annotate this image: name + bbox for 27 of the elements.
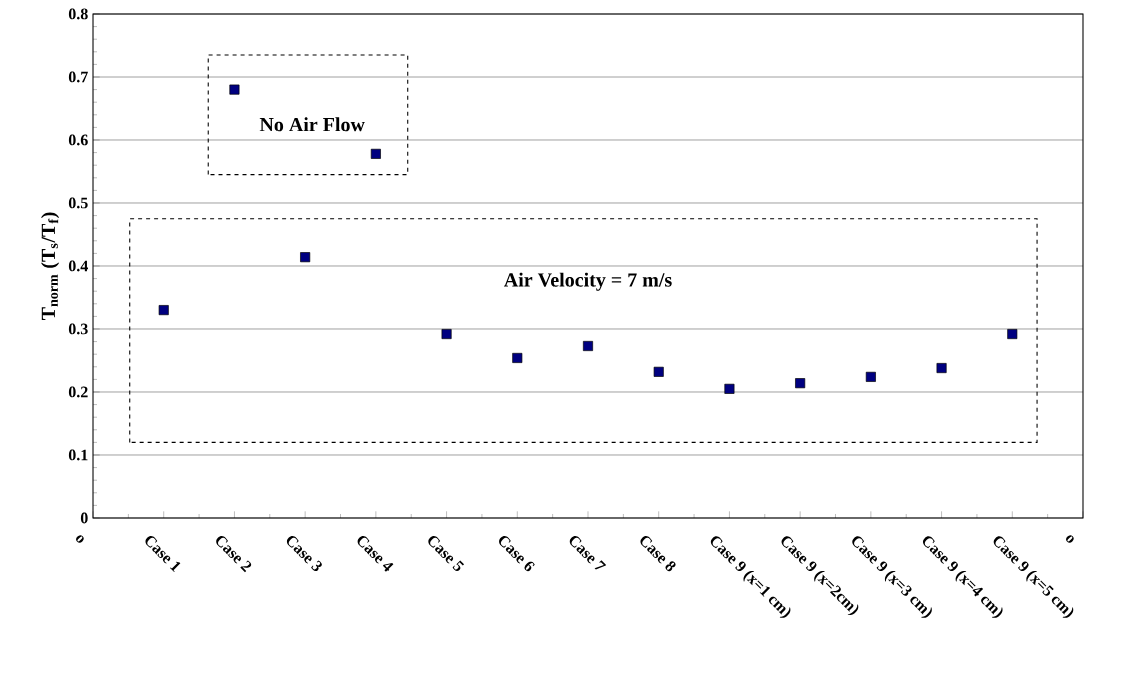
y-tick-label: 0.3 [68, 323, 88, 335]
point [229, 84, 240, 95]
x-tick-label: o [1066, 535, 1074, 543]
point [441, 329, 452, 340]
point [512, 352, 523, 363]
point [865, 371, 876, 382]
y-tick-label: 0 [80, 512, 88, 524]
y-axis-title: T$_{norm}$ (T$_{s}$/T$_{f}$) [41, 212, 60, 321]
point [370, 148, 381, 159]
y-tick-label: 0.4 [68, 260, 88, 272]
point [1007, 329, 1018, 340]
annotation: No Air Flow [259, 117, 365, 132]
x-tick-label: o [76, 535, 84, 543]
y-tick-label: 0.6 [68, 134, 88, 146]
point [583, 341, 594, 352]
y-tick-label: 0.7 [68, 71, 88, 83]
y-tick-label: 0.5 [68, 197, 88, 209]
y-tick-label: 0.1 [68, 449, 88, 461]
y-tick-label: 0.8 [68, 8, 88, 20]
point [936, 363, 947, 374]
point [653, 366, 664, 377]
annotation: Air Velocity = 7 m/s [503, 272, 672, 291]
point [724, 383, 735, 394]
y-tick-label: 0.2 [68, 386, 88, 398]
point [795, 378, 806, 389]
point [300, 252, 311, 263]
point [158, 305, 169, 316]
